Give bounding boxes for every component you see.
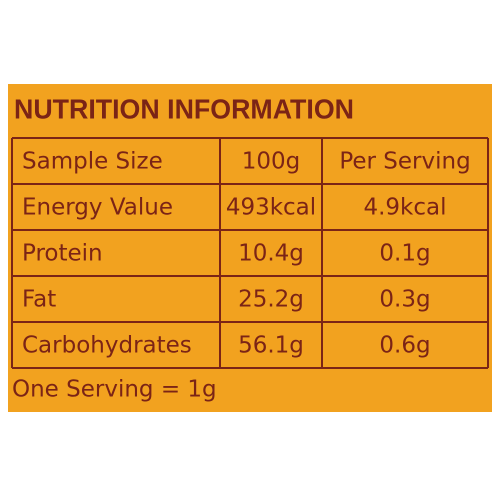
table-grid: [11, 137, 489, 369]
table-cell: Carbohydrates: [22, 333, 192, 359]
header-cell: Per Serving: [339, 149, 470, 175]
table-cell: 4.9kcal: [363, 195, 446, 221]
table-cell: 25.2g: [238, 287, 304, 313]
table-cell: Energy Value: [22, 195, 173, 221]
table-cell: Protein: [22, 241, 103, 267]
table-cell: 56.1g: [238, 333, 304, 359]
header-cell: Sample Size: [22, 149, 163, 175]
table-cell: 0.6g: [379, 333, 430, 359]
table-cell: 10.4g: [238, 241, 304, 267]
header-cell: 100g: [242, 149, 301, 175]
table-cell: 0.3g: [379, 287, 430, 313]
table: Sample Size 100g Per Serving Energy Value 49…: [22, 149, 471, 359]
footer: One Serving = 1g: [12, 377, 217, 403]
table-cell: 0.1g: [379, 241, 430, 267]
table-cell: Fat: [22, 287, 56, 313]
title: NUTRITION INFORMATION: [14, 93, 354, 124]
table-cell: 493kcal: [226, 195, 316, 221]
